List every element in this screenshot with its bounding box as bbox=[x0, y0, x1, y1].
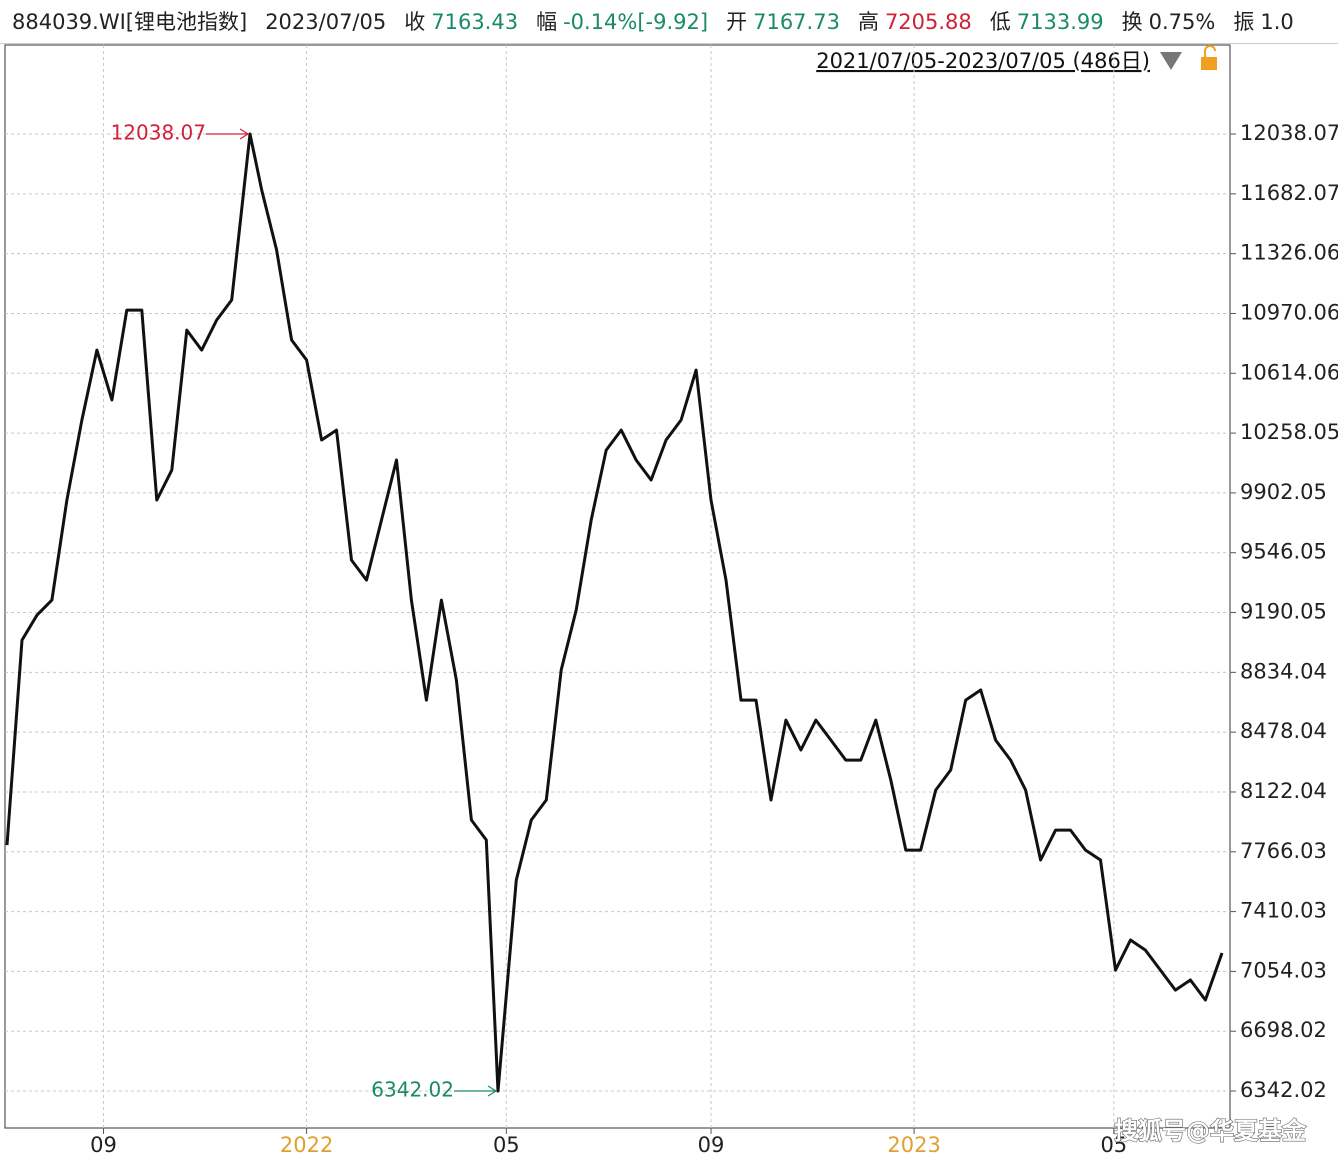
field-label: 振 bbox=[1233, 10, 1255, 34]
y-tick-label: 8122.04 bbox=[1240, 779, 1327, 803]
field-value: 7167.73 bbox=[753, 10, 840, 34]
annotation-label: 12038.07 bbox=[111, 121, 206, 145]
quote-field: 2023/07/05 bbox=[265, 10, 386, 34]
field-value: 0.75% bbox=[1148, 10, 1216, 34]
y-tick-label: 9546.05 bbox=[1240, 540, 1327, 564]
y-tick-label: 12038.07 bbox=[1240, 121, 1338, 145]
x-tick-label: 09 bbox=[698, 1133, 725, 1157]
field-label: 2023/07/05 bbox=[265, 10, 387, 34]
field-value: -0.14%[-9.92] bbox=[563, 10, 709, 34]
y-tick-label: 7054.03 bbox=[1240, 958, 1327, 982]
quote-field: 低 7133.99 bbox=[990, 10, 1104, 34]
field-value: 7163.43 bbox=[431, 10, 519, 34]
quote-field: 开 7167.73 bbox=[726, 10, 840, 34]
annotation-label: 6342.02 bbox=[371, 1078, 454, 1102]
quote-field: 高 7205.88 bbox=[858, 10, 972, 34]
y-tick-label: 6342.02 bbox=[1240, 1078, 1327, 1102]
y-tick-label: 8834.04 bbox=[1240, 659, 1327, 683]
quote-field: 幅 -0.14%[-9.92] bbox=[536, 10, 708, 34]
y-tick-label: 11326.06 bbox=[1240, 241, 1338, 265]
field-label: 低 bbox=[989, 10, 1011, 34]
plot-frame bbox=[4, 44, 1231, 1129]
y-tick-label: 9190.05 bbox=[1240, 600, 1327, 624]
y-tick-label: 10614.06 bbox=[1240, 360, 1338, 384]
x-tick-label: 05 bbox=[493, 1133, 520, 1157]
field-label: 收 bbox=[404, 10, 426, 34]
lock-icon[interactable] bbox=[1201, 57, 1217, 70]
y-tick-label: 10258.05 bbox=[1240, 420, 1338, 444]
price-line bbox=[5, 132, 1224, 1093]
y-tick-label: 8478.04 bbox=[1240, 719, 1327, 743]
field-label: 开 bbox=[726, 10, 748, 34]
dropdown-icon[interactable] bbox=[1160, 52, 1182, 70]
y-tick-label: 6698.02 bbox=[1240, 1018, 1327, 1042]
y-tick-label: 11682.07 bbox=[1240, 181, 1338, 205]
field-label: 高 bbox=[857, 10, 879, 34]
y-tick-label: 9902.05 bbox=[1240, 480, 1327, 504]
field-label: 换 bbox=[1121, 10, 1143, 34]
range-label[interactable]: 2021/07/05-2023/07/05 (486日) bbox=[816, 49, 1150, 73]
quote-field: 884039.WI[锂电池指数] bbox=[12, 10, 247, 34]
annotation-arrowhead bbox=[487, 1085, 498, 1097]
x-tick-label: 09 bbox=[90, 1133, 117, 1157]
x-tick-label: 2022 bbox=[280, 1133, 333, 1157]
annotation-arrowhead bbox=[239, 128, 250, 140]
quote-header: 884039.WI[锂电池指数] 2023/07/05 收 7163.43 幅 -0.14… bbox=[0, 0, 1338, 44]
quote-field: 振 1.0 bbox=[1233, 10, 1293, 34]
watermark: 搜狐号@华夏基金 bbox=[1114, 1117, 1307, 1145]
quote-field: 收 7163.43 bbox=[404, 10, 518, 34]
field-label: 幅 bbox=[536, 10, 558, 34]
field-value: 1.0 bbox=[1260, 10, 1294, 34]
field-value: 7133.99 bbox=[1016, 10, 1104, 34]
y-tick-label: 10970.06 bbox=[1240, 300, 1338, 324]
y-tick-label: 7410.03 bbox=[1240, 899, 1327, 923]
field-value: 7205.88 bbox=[884, 10, 972, 34]
quote-field: 换 0.75% bbox=[1122, 10, 1216, 34]
field-label: 884039.WI[锂电池指数] bbox=[12, 10, 248, 34]
lock-shackle bbox=[1204, 45, 1216, 57]
y-tick-label: 7766.03 bbox=[1240, 839, 1327, 863]
x-tick-label: 2023 bbox=[887, 1133, 940, 1157]
x-tick-label: 05 bbox=[1100, 1133, 1127, 1157]
